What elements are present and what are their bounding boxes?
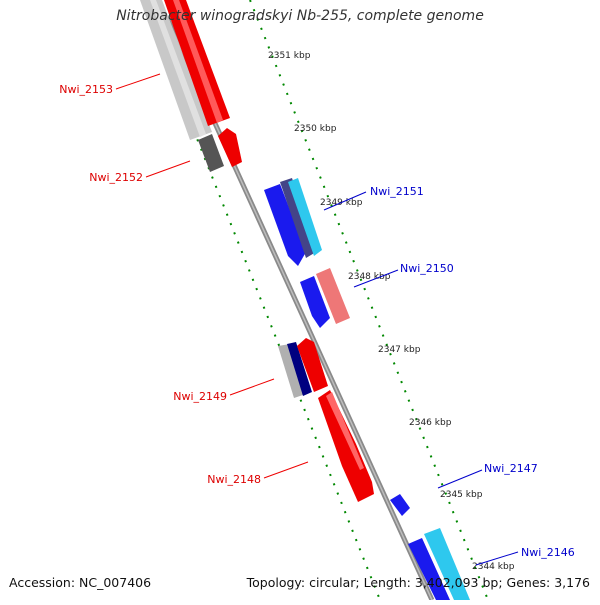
gene-feature-nwi-2148[interactable] — [318, 390, 374, 502]
gene-labels: Nwi_2153 Nwi_2152 Nwi_2151 Nwi_2150 Nwi_… — [59, 83, 575, 559]
tick-label: 2347 kbp — [378, 345, 421, 355]
gene-features-forward — [264, 178, 470, 600]
gene-feature-nwi-2149[interactable] — [297, 338, 328, 392]
tick-label: 2344 kbp — [472, 562, 515, 572]
gene-feature[interactable] — [264, 184, 306, 266]
leader-line — [229, 378, 275, 396]
gene-feature-highlight — [326, 392, 364, 470]
gene-feature-nwi-2150[interactable] — [316, 268, 350, 324]
gene-feature-highlight — [173, 0, 223, 123]
gene-label-nwi-2146[interactable]: Nwi_2146 — [521, 546, 575, 559]
tick-label: 2345 kbp — [440, 490, 483, 500]
tick-labels: 2351 kbp 2350 kbp 2349 kbp 2348 kbp 2347… — [268, 51, 515, 572]
leader-line — [263, 461, 309, 479]
gene-feature-nwi-2147[interactable] — [390, 494, 410, 516]
leader-line — [145, 160, 191, 178]
gene-feature-nwi-2146[interactable] — [424, 528, 470, 600]
gene-label-nwi-2153[interactable]: Nwi_2153 — [59, 83, 113, 96]
gene-label-nwi-2147[interactable]: Nwi_2147 — [484, 462, 538, 475]
tick-label: 2351 kbp — [268, 51, 311, 61]
gene-feature[interactable] — [287, 342, 312, 396]
gene-feature[interactable] — [278, 344, 306, 398]
tick-ruler-right — [249, 0, 489, 601]
gene-label-leaders — [115, 73, 519, 566]
gene-feature-nwi-2152[interactable] — [198, 134, 224, 172]
leader-line — [323, 191, 367, 211]
tick-label: 2348 kbp — [348, 272, 391, 282]
gene-feature[interactable] — [218, 128, 242, 167]
gene-label-nwi-2152[interactable]: Nwi_2152 — [89, 171, 143, 184]
leader-line — [437, 469, 483, 489]
gene-feature[interactable] — [280, 178, 316, 258]
gene-label-nwi-2149[interactable]: Nwi_2149 — [173, 390, 227, 403]
tick-label: 2350 kbp — [294, 124, 337, 134]
gene-features-reverse — [140, 0, 374, 502]
gene-label-nwi-2151[interactable]: Nwi_2151 — [370, 185, 424, 198]
accession-text: Accession: NC_007406 — [9, 575, 152, 590]
gene-feature-nwi-2151[interactable] — [288, 178, 322, 256]
map-title: Nitrobacter winogradskyi Nb-255, complet… — [116, 8, 484, 24]
leader-line — [115, 73, 161, 90]
gene-feature[interactable] — [300, 276, 330, 328]
genome-stats-text: Topology: circular; Length: 3,402,093 bp… — [246, 575, 590, 590]
tick-label: 2346 kbp — [409, 418, 452, 428]
gene-label-nwi-2150[interactable]: Nwi_2150 — [400, 262, 454, 275]
leader-line — [353, 269, 399, 288]
gene-feature-highlight — [150, 0, 206, 137]
gene-label-nwi-2148[interactable]: Nwi_2148 — [207, 473, 261, 486]
gene-feature[interactable] — [408, 538, 450, 600]
leader-line — [475, 551, 519, 566]
